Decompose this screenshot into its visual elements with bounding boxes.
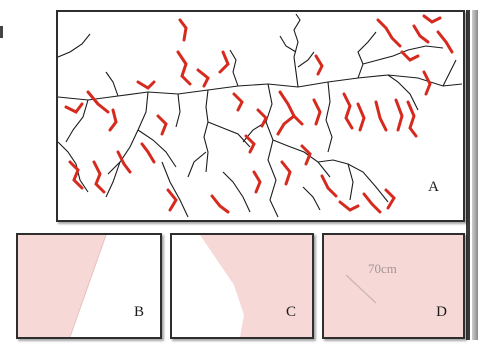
panel-a-label: A bbox=[428, 179, 439, 195]
panel-c-white-region bbox=[172, 235, 244, 337]
red-highlighted-channels bbox=[64, 14, 454, 214]
panel-b-drawing bbox=[18, 235, 107, 337]
panel-c-shaded-region bbox=[200, 235, 312, 337]
panel-c-drawing bbox=[172, 235, 312, 337]
panel-d: 70cm D bbox=[322, 233, 465, 339]
network-map-drawing bbox=[58, 13, 463, 218]
black-channel-network bbox=[58, 13, 463, 218]
panel-b-label: B bbox=[133, 304, 144, 320]
panel-b-shaded-region bbox=[18, 235, 106, 337]
panel-d-annotation: 70cm bbox=[368, 261, 397, 276]
right-edge-shadow bbox=[466, 10, 470, 340]
panel-a-network-map: A bbox=[56, 10, 465, 222]
panel-c: C bbox=[170, 233, 314, 339]
panel-b-boundary bbox=[69, 235, 107, 337]
panel-c-label: C bbox=[285, 304, 296, 320]
right-edge-strip bbox=[472, 10, 478, 340]
panel-d-drawing bbox=[345, 274, 377, 304]
panel-d-label: D bbox=[436, 304, 447, 320]
edge-mark bbox=[0, 26, 3, 38]
panel-b: B bbox=[16, 233, 162, 339]
panel-d-measure-line bbox=[345, 274, 377, 304]
